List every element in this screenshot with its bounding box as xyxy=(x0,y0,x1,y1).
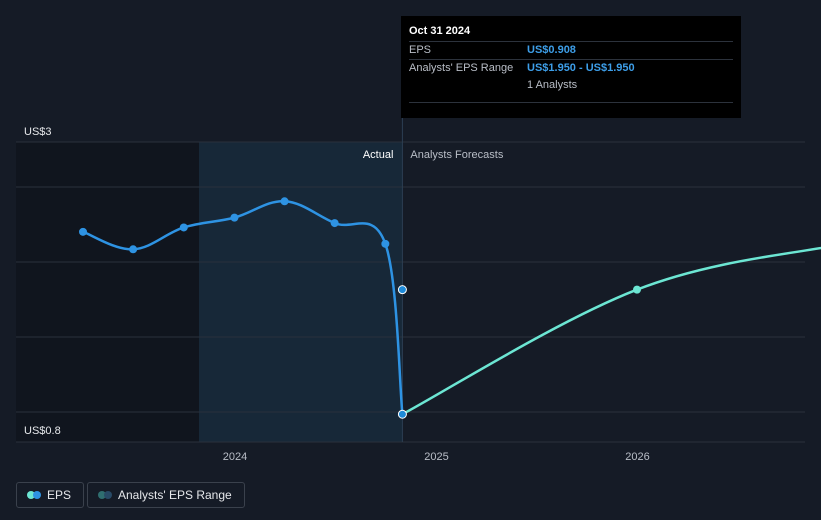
eps-point-0[interactable] xyxy=(79,227,88,236)
tooltip-range-label: Analysts' EPS Range xyxy=(409,62,514,74)
legend-eps-toggle[interactable]: EPS xyxy=(16,482,85,508)
actual-region-label: Actual xyxy=(363,149,394,161)
forecast-region-label: Analysts Forecasts xyxy=(410,149,503,161)
eps-point-7[interactable] xyxy=(397,409,407,419)
tooltip-divider xyxy=(409,102,733,103)
eps-point-2[interactable] xyxy=(179,223,188,232)
forecast-point-1[interactable] xyxy=(633,285,641,294)
legend-eps-wrap: EPS xyxy=(16,482,85,508)
eps-point-3[interactable] xyxy=(230,213,239,222)
tooltip-analysts-row: 1 Analysts xyxy=(409,77,733,94)
tooltip: Oct 31 2024 EPS US$0.908 Analysts' EPS R… xyxy=(401,16,741,118)
x-tick-label-2026: 2026 xyxy=(625,451,649,463)
tooltip-eps-row: EPS US$0.908 xyxy=(409,41,733,59)
tooltip-eps-value: US$0.908 xyxy=(527,44,576,56)
eps-point-4[interactable] xyxy=(280,197,289,206)
tooltip-range-row: Analysts' EPS Range US$1.950 - US$1.950 xyxy=(409,59,733,77)
legend-range-label: Analysts' EPS Range xyxy=(118,488,232,502)
eps-point-5[interactable] xyxy=(330,219,339,228)
analyst-estimate-point[interactable] xyxy=(397,285,407,295)
eps-point-1[interactable] xyxy=(129,245,138,254)
x-tick-label-2024: 2024 xyxy=(223,451,247,463)
grid-lines xyxy=(16,141,805,443)
x-tick-label-2025: 2025 xyxy=(424,451,448,463)
tooltip-range-value: US$1.950 - US$1.950 xyxy=(527,62,635,74)
forecast-line xyxy=(401,246,821,416)
eps-swatch-icon xyxy=(27,491,41,499)
legend-range-toggle[interactable]: Analysts' EPS Range xyxy=(87,482,245,508)
range-swatch-icon xyxy=(98,491,112,499)
actual-period-highlight xyxy=(199,142,403,442)
y-axis-top-label: US$3 xyxy=(24,126,52,138)
tooltip-analysts-count: 1 Analysts xyxy=(527,79,578,91)
tooltip-date: Oct 31 2024 xyxy=(409,25,471,37)
past-period-shade xyxy=(16,142,199,442)
x-axis-ticks: 2024 2025 2026 xyxy=(223,451,650,463)
eps-point-6[interactable] xyxy=(381,239,390,248)
legend-range-wrap: Analysts' EPS Range xyxy=(87,482,245,508)
legend-eps-label: EPS xyxy=(47,488,72,502)
y-axis-bottom-label: US$0.8 xyxy=(24,425,61,437)
tooltip-eps-label: EPS xyxy=(409,44,432,56)
points-layer[interactable] xyxy=(79,197,821,419)
